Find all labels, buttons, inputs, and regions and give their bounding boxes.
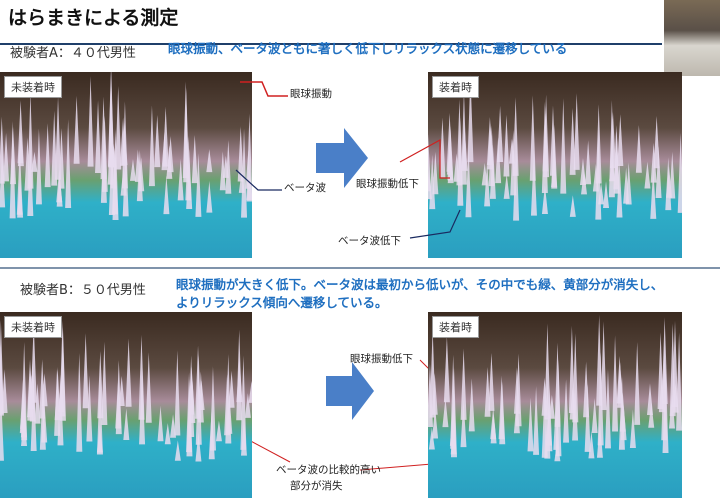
subject-a-after-image: 装着時 (428, 72, 682, 258)
subject-a-note: 眼球振動、ベータ波ともに著しく低下しリラックス状態に遷移している (168, 41, 568, 56)
arrow-right-icon (326, 362, 374, 420)
before-label: 未装着時 (4, 76, 62, 98)
subject-b-note-line2: よりリラックス傾向へ遷移している。 (176, 295, 388, 310)
subject-b-after-image: 装着時 (428, 312, 682, 498)
page-title: はらまきによる測定 (8, 7, 179, 29)
subject-a-label: 被験者A：４０代男性 (10, 46, 136, 61)
annotation-beta-wave-line2: 部分が消失 (290, 480, 343, 492)
subject-photo (664, 0, 720, 76)
title-divider (0, 43, 662, 45)
after-label: 装着時 (432, 76, 479, 98)
subject-b-before-image: 未装着時 (0, 312, 252, 498)
annotation-eye-vibration-decrease: 眼球振動低下 (356, 178, 419, 190)
after-label: 装着時 (432, 316, 479, 338)
section-divider (0, 267, 720, 269)
subject-b-note-line1: 眼球振動が大きく低下。ベータ波は最初から低いが、その中でも緑、黄部分が消失し、 (176, 277, 664, 292)
annotation-eye-vibration: 眼球振動 (290, 88, 332, 100)
annotation-beta-wave-line1: ベータ波の比較的高い (276, 464, 381, 476)
subject-b-label: 被験者B：５０代男性 (20, 283, 146, 298)
annotation-beta-wave-decrease: ベータ波低下 (338, 235, 401, 247)
annotation-eye-vibration-decrease: 眼球振動低下 (350, 353, 413, 365)
annotation-beta-wave: ベータ波 (284, 182, 326, 194)
before-label: 未装着時 (4, 316, 62, 338)
arrow-right-icon (316, 128, 368, 188)
